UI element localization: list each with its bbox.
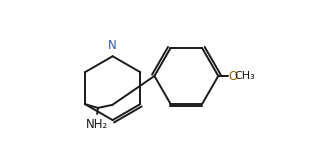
Text: CH₃: CH₃ (234, 71, 255, 81)
Text: O: O (229, 69, 238, 83)
Text: NH₂: NH₂ (86, 118, 108, 131)
Text: N: N (108, 39, 117, 52)
